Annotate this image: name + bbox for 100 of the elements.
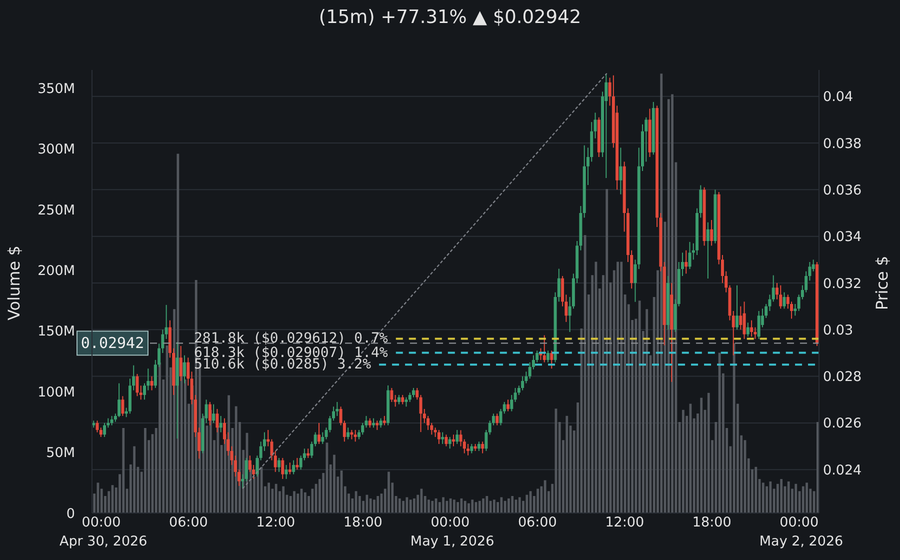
candlestick xyxy=(208,401,212,426)
candlestick xyxy=(794,303,797,316)
bar xyxy=(122,428,125,513)
y2-tick-label: 0.038 xyxy=(823,136,862,152)
candlestick xyxy=(219,415,222,433)
y-axis-title: Volume $ xyxy=(4,246,24,320)
bar xyxy=(762,482,764,513)
ref-line-label: 281.8k ($0.029612) 0.7% xyxy=(194,330,388,347)
candlestick xyxy=(401,394,404,405)
bar xyxy=(769,481,772,513)
candlestick xyxy=(496,413,499,426)
bar xyxy=(452,500,456,513)
candlestick xyxy=(444,434,448,447)
candlestick xyxy=(619,147,622,195)
bar xyxy=(366,494,368,513)
candlestick xyxy=(121,396,124,416)
bar xyxy=(707,392,710,513)
bar xyxy=(431,500,434,513)
candlestick xyxy=(354,429,357,442)
candlestick xyxy=(241,474,244,489)
bar xyxy=(482,498,484,513)
bar xyxy=(333,454,336,513)
candlestick xyxy=(281,457,284,480)
bar xyxy=(398,498,401,513)
bar xyxy=(268,482,270,513)
candlestick xyxy=(284,464,288,480)
bar xyxy=(144,428,146,513)
candlestick xyxy=(470,443,474,454)
bar xyxy=(620,262,623,513)
candlestick xyxy=(688,241,692,270)
bar xyxy=(402,500,404,513)
candlestick xyxy=(542,334,546,363)
bar xyxy=(293,491,296,513)
x-tick-label: 12:00 xyxy=(256,514,296,531)
y2-tick-label: 0.03 xyxy=(823,322,854,338)
candlestick xyxy=(456,429,459,444)
bar xyxy=(500,497,503,513)
bar xyxy=(511,496,514,513)
bar xyxy=(646,309,648,513)
candlestick xyxy=(292,460,296,475)
candlestick xyxy=(481,441,484,454)
bar xyxy=(700,398,703,513)
candlestick xyxy=(346,427,350,440)
y2-tick-label: 0.028 xyxy=(823,369,862,386)
bar xyxy=(732,343,736,513)
candlestick xyxy=(477,441,480,452)
candlestick xyxy=(314,432,317,447)
bar xyxy=(468,503,470,513)
candlestick xyxy=(379,418,382,428)
bar xyxy=(274,484,278,513)
bar xyxy=(369,498,372,513)
candlestick xyxy=(742,301,746,340)
y2-tick-label: 0.024 xyxy=(823,462,862,478)
candlestick xyxy=(397,394,400,405)
candlestick xyxy=(750,320,754,338)
candlestick xyxy=(739,306,742,330)
candlestick xyxy=(484,429,488,452)
y2-tick-label: 0.032 xyxy=(823,276,862,292)
bar xyxy=(464,500,466,513)
x-tick-label: 06:00 xyxy=(518,514,557,531)
candlestick xyxy=(514,387,517,402)
candlestick xyxy=(368,418,372,428)
candlestick xyxy=(779,284,782,310)
bar xyxy=(413,498,416,513)
candlestick xyxy=(278,457,281,472)
y-tick-label: 300M xyxy=(38,142,75,158)
bar xyxy=(566,416,568,513)
candlestick xyxy=(321,432,324,444)
bar xyxy=(409,500,412,513)
bar xyxy=(456,502,460,513)
bar xyxy=(536,488,539,513)
bar xyxy=(787,481,790,513)
candlestick xyxy=(510,394,514,412)
y-tick-label: 100M xyxy=(38,384,75,400)
bar xyxy=(518,497,521,513)
bar xyxy=(492,500,496,513)
candlestick xyxy=(441,432,444,444)
bar xyxy=(376,496,380,513)
candlestick xyxy=(782,292,786,310)
bar xyxy=(446,500,448,513)
ref-line-label: 0.02942 xyxy=(80,334,144,352)
candlestick xyxy=(150,376,154,391)
candlestick xyxy=(212,404,216,424)
candlestick xyxy=(376,420,379,430)
candlestick xyxy=(139,385,142,400)
candlestick xyxy=(521,376,524,391)
candlestick xyxy=(634,259,637,302)
candlestick xyxy=(274,450,277,472)
candlestick xyxy=(310,441,314,458)
candlestick xyxy=(736,284,739,330)
candlestick xyxy=(412,387,415,398)
candlestick xyxy=(372,418,376,428)
bar xyxy=(508,498,510,513)
y-tick-label: 50M xyxy=(46,445,75,462)
bar xyxy=(428,500,430,513)
candlestick xyxy=(408,392,412,402)
y2-tick-label: 0.034 xyxy=(823,229,862,246)
bar xyxy=(504,500,506,513)
candlestick xyxy=(757,310,760,340)
candlestick xyxy=(96,420,99,433)
